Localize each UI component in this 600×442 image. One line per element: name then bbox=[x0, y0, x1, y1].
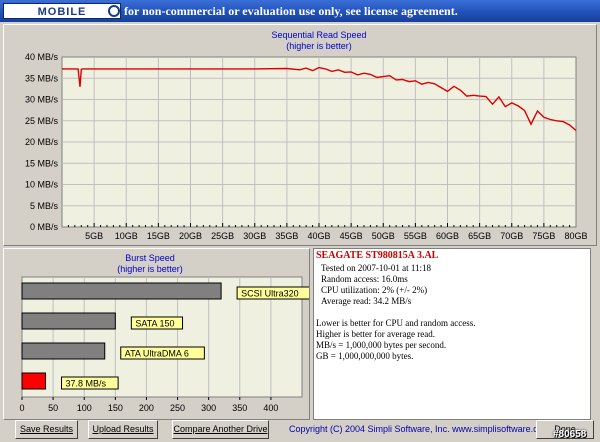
x-tick-label: 35GB bbox=[275, 231, 298, 241]
burst-bar bbox=[21, 282, 222, 300]
average-read: Average read: 34.2 MB/s bbox=[321, 296, 412, 306]
burst-speed-chart: Burst Speed (higher is better) 0 50 100 150… bbox=[19, 253, 316, 413]
chart-subtitle: (higher is better) bbox=[286, 41, 352, 51]
x-tick-label: 150 bbox=[108, 403, 123, 413]
y-tick-label: 20 MB/s bbox=[25, 137, 59, 147]
x-tick-label: 300 bbox=[201, 403, 216, 413]
chart-title: Burst Speed bbox=[125, 253, 175, 263]
x-tick-label: 200 bbox=[139, 403, 154, 413]
x-tick-label: 45GB bbox=[340, 231, 363, 241]
chart-title: Sequential Read Speed bbox=[271, 30, 366, 40]
drive-name: SEAGATE ST980815A 3.AL bbox=[316, 250, 439, 261]
x-tick-label: 60GB bbox=[436, 231, 459, 241]
app-logo: MOBILE bbox=[3, 3, 121, 19]
bar-label-box bbox=[61, 376, 119, 390]
logo-ring-icon bbox=[108, 5, 120, 17]
logo-text: MOBILE bbox=[37, 6, 87, 18]
x-tick-label: 25GB bbox=[211, 231, 234, 241]
note-gb-definition: GB = 1,000,000,000 bytes. bbox=[316, 351, 414, 361]
x-tick-label: 30GB bbox=[243, 231, 266, 241]
copyright-text: Copyright (C) 2004 Simpli Software, Inc.… bbox=[289, 424, 551, 434]
x-tick-label: 250 bbox=[170, 403, 185, 413]
x-tick-label: 80GB bbox=[564, 231, 587, 241]
y-tick-label: 35 MB/s bbox=[25, 73, 59, 83]
x-tick-label: 70GB bbox=[500, 231, 523, 241]
x-tick-label: 55GB bbox=[404, 231, 427, 241]
title-bar: MOBILE for non-commercial or evaluation … bbox=[0, 0, 600, 22]
x-tick-label: 20GB bbox=[179, 231, 202, 241]
burst-bar bbox=[21, 342, 106, 360]
y-tick-label: 30 MB/s bbox=[25, 95, 59, 105]
burst-bar bbox=[21, 312, 116, 330]
bar-label: 37.8 MB/s bbox=[66, 379, 107, 389]
save-results-button[interactable]: Save Results bbox=[15, 420, 78, 439]
random-access: Random access: 16.0ms bbox=[321, 274, 408, 284]
cpu-utilization: CPU utilization: 2% (+/- 2%) bbox=[321, 285, 428, 295]
watermark-text: #80658 bbox=[553, 429, 587, 440]
burst-speed-panel: Burst Speed (higher is better) 0 50 100 150… bbox=[3, 248, 316, 420]
drive-info-panel: SEAGATE ST980815A 3.AL Tested on 2007-10… bbox=[313, 248, 591, 420]
x-tick-label: 400 bbox=[263, 403, 278, 413]
done-button[interactable]: Done bbox=[536, 420, 594, 439]
x-tick-label: 0 bbox=[19, 403, 24, 413]
sequential-read-chart: Sequential Read Speed (higher is better)… bbox=[25, 30, 588, 241]
bar-label-box bbox=[120, 346, 205, 360]
x-tick-label: 15GB bbox=[147, 231, 170, 241]
read-speed-line bbox=[62, 66, 577, 132]
y-tick-label: 40 MB/s bbox=[25, 52, 59, 62]
y-tick-label: 25 MB/s bbox=[25, 116, 59, 126]
bar-label: SCSI Ultra320 bbox=[241, 289, 299, 299]
y-tick-label: 5 MB/s bbox=[30, 201, 59, 211]
bar-label: ATA UltraDMA 6 bbox=[125, 349, 189, 359]
compare-drive-button[interactable]: Compare Another Drive bbox=[172, 420, 269, 439]
x-tick-label: 40GB bbox=[307, 231, 330, 241]
chart-subtitle: (higher is better) bbox=[117, 264, 183, 274]
y-tick-label: 0 MB/s bbox=[30, 222, 59, 232]
x-tick-label: 50 bbox=[48, 403, 58, 413]
x-tick-label: 65GB bbox=[468, 231, 491, 241]
x-tick-label: 50GB bbox=[372, 231, 395, 241]
bar-label-box bbox=[130, 316, 184, 330]
y-tick-label: 15 MB/s bbox=[25, 158, 59, 168]
x-tick-label: 75GB bbox=[532, 231, 555, 241]
tested-on: Tested on 2007-10-01 at 11:18 bbox=[321, 263, 432, 273]
sequential-read-panel: Sequential Read Speed (higher is better)… bbox=[3, 24, 597, 246]
x-tick-label: 350 bbox=[232, 403, 247, 413]
x-tick-label: 100 bbox=[77, 403, 92, 413]
note-lower-better: Lower is better for CPU and random acces… bbox=[316, 318, 476, 328]
x-tick-label: 5GB bbox=[85, 231, 103, 241]
x-tick-label: 10GB bbox=[115, 231, 138, 241]
window-title: for non-commercial or evaluation use onl… bbox=[124, 4, 458, 18]
note-higher-better: Higher is better for average read. bbox=[316, 329, 435, 339]
y-tick-label: 10 MB/s bbox=[25, 180, 59, 190]
bar-label: SATA 150 bbox=[135, 319, 174, 329]
note-mbs-definition: MB/s = 1,000,000 bytes per second. bbox=[316, 340, 447, 350]
burst-bar bbox=[21, 372, 47, 390]
upload-results-button[interactable]: Upload Results bbox=[88, 420, 158, 439]
